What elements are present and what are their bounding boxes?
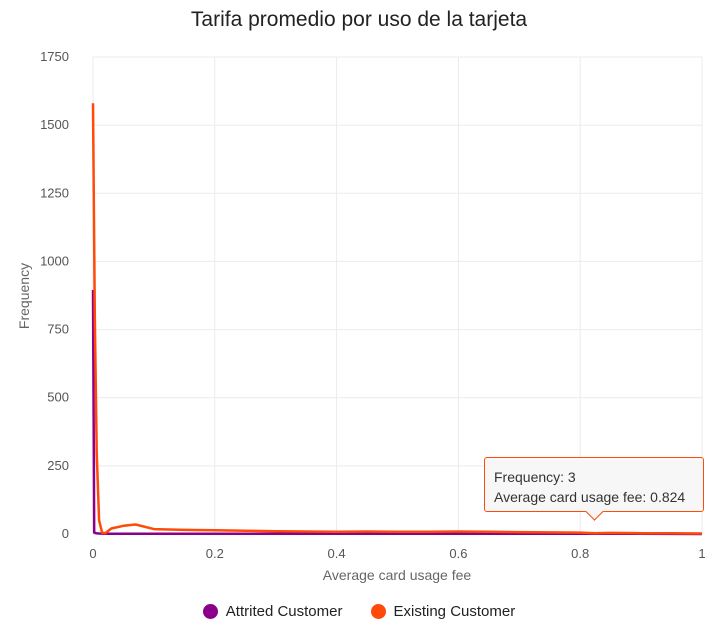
x-tick-label: 0.6 [449, 546, 467, 561]
y-tick-label: 1500 [40, 117, 69, 132]
legend-label-existing: Existing Customer [393, 603, 516, 620]
y-tick-label: 1000 [40, 253, 69, 268]
x-tick-label: 0 [89, 546, 96, 561]
y-tick-label: 0 [62, 526, 69, 541]
y-tick-label: 1750 [40, 49, 69, 64]
x-axis-title: Average card usage fee [323, 567, 472, 583]
x-tick-label: 1 [698, 546, 705, 561]
legend: Attrited Customer Existing Customer [0, 603, 718, 620]
y-tick-label: 500 [47, 390, 69, 405]
y-axis-title: Frequency [16, 263, 32, 329]
legend-item-existing[interactable]: Existing Customer [370, 603, 516, 620]
legend-dot-existing [370, 604, 386, 619]
data-tooltip: Frequency: 3 Average card usage fee: 0.8… [484, 457, 704, 521]
legend-label-attrited: Attrited Customer [225, 603, 343, 620]
y-tick-label: 250 [47, 458, 69, 473]
x-tick-label: 0.8 [571, 546, 589, 561]
axis-ticks: 0 250 500 750 1000 1250 1500 1750 0 0.2 0.4 0.6 0.8 1 [40, 49, 706, 561]
series-line-attrited-customer[interactable] [91, 289, 703, 536]
x-tick-label: 0.2 [206, 546, 224, 561]
series-layer[interactable] [91, 103, 703, 536]
legend-item-attrited[interactable]: Attrited Customer [202, 603, 343, 620]
tooltip-frequency: Frequency: 3 [494, 469, 576, 485]
y-tick-label: 1250 [40, 185, 69, 200]
chart-title: Tarifa promedio por uso de la tarjeta [190, 8, 528, 31]
series-line-existing-customer[interactable] [91, 103, 703, 535]
legend-dot-attrited [202, 604, 218, 619]
y-tick-label: 750 [47, 322, 69, 337]
x-tick-label: 0.4 [328, 546, 346, 561]
tooltip-fee: Average card usage fee: 0.824 [494, 489, 686, 505]
